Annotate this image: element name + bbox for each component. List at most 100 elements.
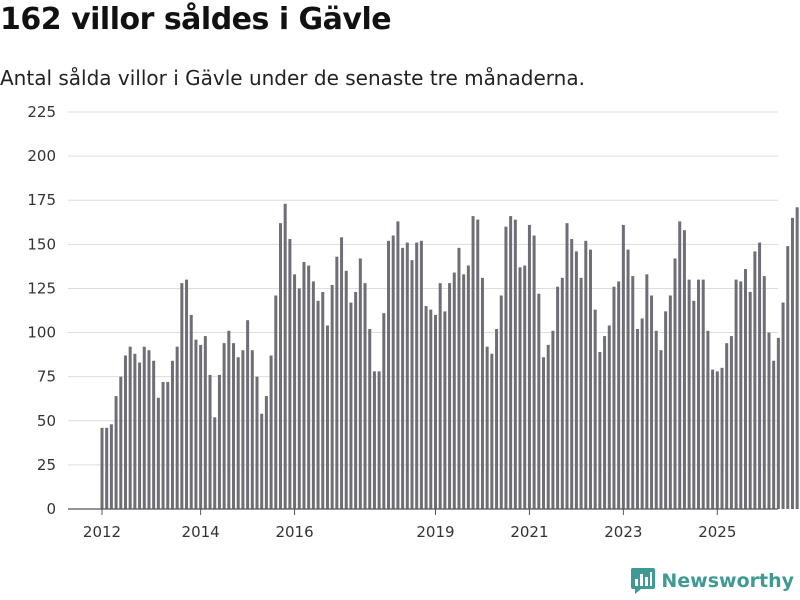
bar — [382, 313, 386, 509]
bar — [222, 343, 226, 509]
bar — [166, 381, 170, 509]
bar — [264, 396, 268, 509]
bar — [372, 371, 376, 509]
bar — [302, 261, 306, 509]
x-tick-label: 2014 — [182, 523, 220, 541]
bar — [119, 376, 123, 509]
bar — [429, 309, 433, 509]
newsworthy-logo-icon — [631, 568, 656, 594]
bar — [753, 251, 757, 509]
bar — [598, 351, 602, 509]
bar — [664, 311, 668, 509]
bar — [626, 249, 630, 509]
bar — [147, 350, 151, 509]
bar — [687, 279, 691, 509]
bar — [635, 329, 639, 509]
bar — [781, 302, 785, 509]
y-tick-label: 225 — [27, 103, 56, 121]
bar — [504, 226, 508, 509]
bar — [654, 330, 658, 509]
bar — [758, 242, 762, 509]
bar — [574, 251, 578, 509]
bar — [344, 270, 348, 509]
y-tick-label: 100 — [27, 324, 56, 342]
bar — [509, 216, 513, 509]
bar — [523, 265, 527, 509]
bar — [170, 360, 174, 509]
bar — [236, 357, 240, 509]
bar — [617, 281, 621, 509]
bar — [203, 336, 207, 509]
bar — [396, 221, 400, 509]
bar — [415, 242, 419, 509]
bar — [133, 353, 137, 509]
bar — [560, 277, 564, 509]
bar — [363, 283, 367, 509]
bar — [485, 346, 489, 509]
bar — [645, 274, 649, 509]
bar — [199, 344, 203, 509]
y-tick-label: 150 — [27, 235, 56, 253]
y-tick-label: 25 — [37, 456, 56, 474]
bar — [748, 291, 752, 509]
bar — [438, 283, 442, 509]
bar — [452, 272, 456, 509]
bar — [706, 330, 710, 509]
bar — [387, 240, 391, 510]
bar — [631, 276, 635, 509]
bar — [241, 350, 245, 509]
page-title: 162 villor såldes i Gävle — [0, 2, 392, 37]
bar — [466, 265, 470, 509]
bar — [621, 224, 625, 510]
x-tick-label: 2019 — [416, 523, 454, 541]
bar — [678, 221, 682, 509]
bar — [518, 267, 522, 509]
bar — [175, 346, 179, 509]
bar — [100, 427, 104, 509]
bar — [335, 256, 339, 509]
bar — [725, 343, 729, 509]
bar — [579, 277, 583, 509]
bar — [255, 376, 259, 509]
bar — [189, 314, 193, 509]
bar — [640, 318, 644, 509]
bar — [410, 260, 414, 509]
bar — [297, 288, 301, 509]
x-tick-label: 2021 — [510, 523, 548, 541]
y-tick-label: 200 — [27, 147, 56, 165]
bar — [546, 344, 550, 509]
bar — [593, 309, 597, 509]
bar — [128, 346, 132, 509]
bar — [462, 274, 466, 509]
x-tick-label: 2023 — [604, 523, 642, 541]
bar — [260, 413, 264, 509]
y-tick-label: 125 — [27, 279, 56, 297]
bar — [767, 332, 771, 509]
bar — [377, 371, 381, 509]
bar — [772, 360, 776, 509]
bar — [499, 295, 503, 509]
x-tick-label: 2025 — [698, 523, 736, 541]
bar — [269, 355, 273, 509]
bar — [537, 293, 541, 509]
bar — [588, 249, 592, 509]
y-tick-label: 75 — [37, 368, 56, 386]
bar — [325, 325, 329, 509]
bar — [795, 207, 799, 509]
bar — [274, 295, 278, 509]
bar — [476, 219, 480, 509]
bar — [232, 343, 236, 509]
bar — [762, 276, 766, 509]
bar — [607, 325, 611, 509]
bar — [513, 219, 517, 509]
bar — [433, 314, 437, 509]
bar — [776, 337, 780, 509]
bar — [743, 269, 747, 509]
bar — [142, 346, 146, 509]
bar — [288, 239, 292, 510]
bar — [739, 281, 743, 509]
bar — [692, 300, 696, 509]
bar — [457, 247, 461, 510]
bar — [340, 237, 344, 509]
bar — [715, 371, 719, 509]
